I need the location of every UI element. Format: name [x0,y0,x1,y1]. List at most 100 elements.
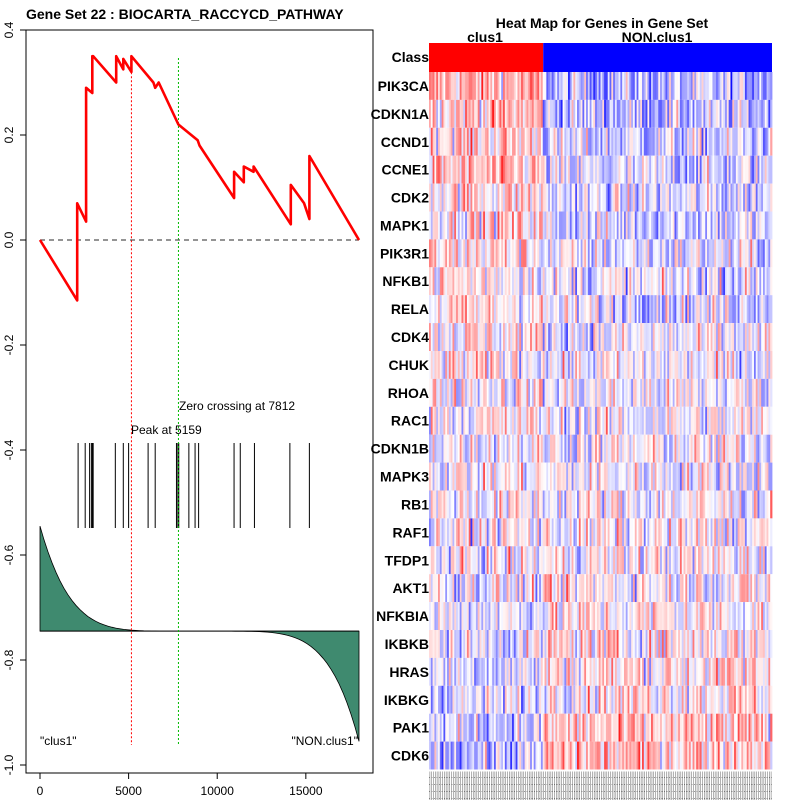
heatmap-cell [708,406,712,435]
heatmap-cell [705,323,708,351]
heatmap-cell [429,183,432,212]
heatmap-cell [503,378,506,407]
heatmap-cell [562,434,565,463]
heatmap-cell [508,72,511,100]
heatmap-cell [638,295,641,324]
heatmap-cell [697,406,701,435]
heatmap-cell [571,685,574,714]
heatmap-cell [450,574,453,603]
heatmap-cell [616,713,619,742]
heatmap-cell [674,434,677,463]
heatmap-cell [640,72,643,100]
heatmap-cell [465,685,468,714]
heatmap-cell [672,211,675,240]
heatmap-cell [537,239,540,268]
heatmap-cell [703,546,706,575]
heatmap-cell [714,518,717,547]
heatmap-cell [692,378,695,407]
heatmap-cell [539,713,542,742]
heatmap-cell [474,183,477,212]
heatmap-cell [645,99,648,128]
heatmap-cell [598,657,601,686]
heatmap-cell [604,323,607,351]
heatmap-cell [640,295,643,324]
heatmap-cell [483,462,486,491]
heatmap-cell [748,574,751,603]
heatmap-cell [436,351,439,379]
heatmap-cell [696,713,699,742]
heatmap-cell [688,183,692,212]
heatmap-cell [717,741,721,770]
heatmap-cell [707,295,710,324]
heatmap-cell [573,155,576,184]
heatmap-cell [723,183,726,212]
heatmap-cell [560,72,563,100]
heatmap-cell [571,406,574,435]
heatmap-cell [766,155,769,184]
heatmap-cell [643,323,647,351]
heatmap-cell [699,518,702,547]
heatmap-cell [450,434,453,463]
heatmap-cell [696,323,699,351]
heatmap-cell [737,127,740,156]
heatmap-cell [586,462,589,491]
heatmap-cell [692,155,695,184]
heatmap-cell [645,351,648,379]
heatmap-cell [616,630,619,658]
heatmap-cell [710,406,713,435]
heatmap-cell [674,546,677,575]
heatmap-cell [631,183,634,212]
gene-label: CDKN1B [371,441,429,457]
heatmap-cell [634,518,638,547]
heatmap-cell [484,713,488,742]
heatmap-cell [631,434,634,463]
heatmap-cell [660,713,663,742]
heatmap-cell [757,434,760,463]
heatmap-cell [461,211,464,240]
heatmap-cell [642,155,645,184]
heatmap-cell [542,490,545,519]
heatmap-cell [725,295,728,324]
heatmap-cell [528,434,531,463]
heatmap-cell [477,323,480,351]
heatmap-cell [542,462,545,491]
heatmap-cell [656,462,659,491]
heatmap-cell [526,657,529,686]
heatmap-cell [596,657,600,686]
heatmap-cell [503,713,506,742]
heatmap-cell [447,155,450,184]
heatmap-cell [562,295,565,324]
heatmap-cell [564,378,567,407]
heatmap-cell [575,351,578,379]
heatmap-cell [521,239,524,268]
heatmap-cell [717,239,721,268]
heatmap-cell [723,378,726,407]
heatmap-cell [452,378,455,407]
heatmap-cell [580,211,583,240]
heatmap-cell [708,239,712,268]
heatmap-cell [537,546,540,575]
heatmap-cell [741,741,744,770]
heatmap-cell [622,351,625,379]
heatmap-cell [703,406,706,435]
heatmap-cell [457,72,461,100]
heatmap-cell [479,406,482,435]
heatmap-cell [575,657,578,686]
heatmap-cell [463,546,466,575]
heatmap-cell [629,574,632,603]
heatmap-cell [739,685,742,714]
heatmap-cell [434,490,437,519]
heatmap-cell [569,351,573,379]
heatmap-cell [438,239,441,268]
heatmap-cell [465,99,468,128]
heatmap-cell [694,267,697,296]
heatmap-cell [515,602,518,630]
heatmap-cell [618,602,621,630]
heatmap-cell [555,155,558,184]
heatmap-cell [609,127,612,156]
heatmap-cell [744,657,748,686]
heatmap-cell [614,685,618,714]
heatmap-cell [566,351,569,379]
heatmap-cell [623,546,627,575]
heatmap-cell [645,406,648,435]
